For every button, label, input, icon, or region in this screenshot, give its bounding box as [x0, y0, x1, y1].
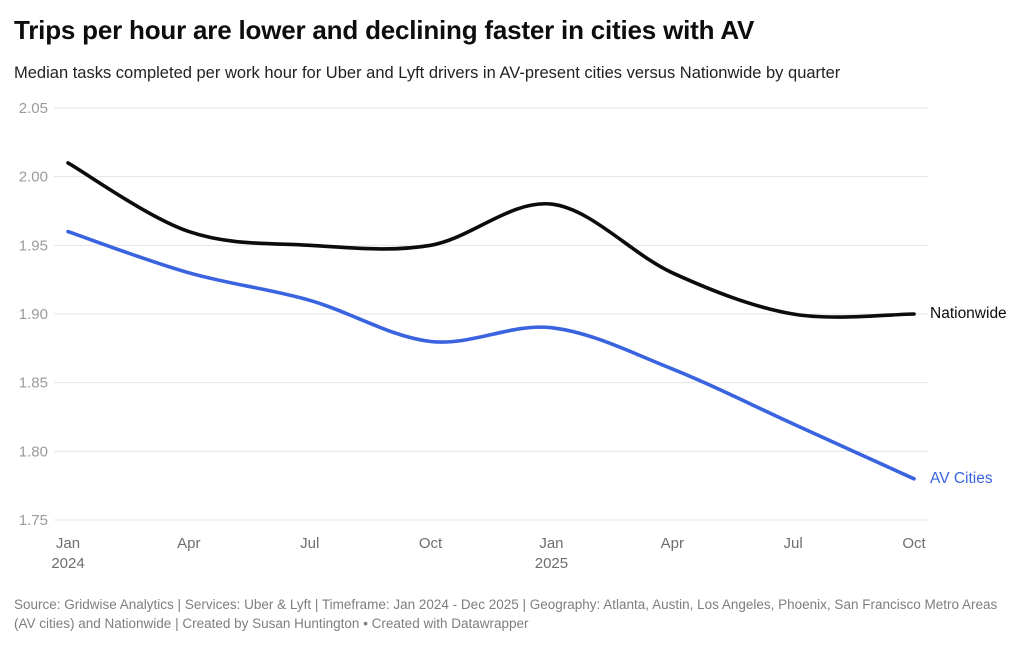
x-tick-year-label: 2024: [51, 555, 84, 572]
x-tick-label: Oct: [902, 535, 926, 552]
x-tick-label: Apr: [661, 535, 684, 552]
series-line-nationwide: [66, 161, 916, 319]
x-tick-label: Oct: [419, 535, 443, 552]
y-tick-label: 1.85: [19, 375, 48, 392]
y-tick-label: 1.80: [19, 443, 48, 460]
source-note: Source: Gridwise Analytics | Services: U…: [14, 597, 998, 631]
x-tick-label: Jan: [56, 535, 80, 552]
y-tick-label: 2.00: [19, 169, 48, 186]
y-tick-label: 1.75: [19, 512, 48, 529]
x-tick-year-label: 2025: [535, 555, 568, 572]
x-tick-label: Jul: [300, 535, 319, 552]
y-tick-label: 1.90: [19, 306, 48, 323]
chart-subtitle: Median tasks completed per work hour for…: [14, 64, 841, 82]
series-label-av-cities: AV Cities: [930, 469, 993, 487]
x-tick-label: Apr: [177, 535, 200, 552]
series-line-av-cities: [66, 229, 916, 481]
chart-title: Trips per hour are lower and declining f…: [14, 15, 755, 45]
y-tick-label: 2.05: [19, 100, 48, 117]
series-label-nationwide: Nationwide: [930, 305, 1007, 322]
x-tick-label: Jul: [784, 535, 803, 552]
x-tick-label: Jan: [539, 535, 563, 552]
y-tick-label: 1.95: [19, 237, 48, 254]
